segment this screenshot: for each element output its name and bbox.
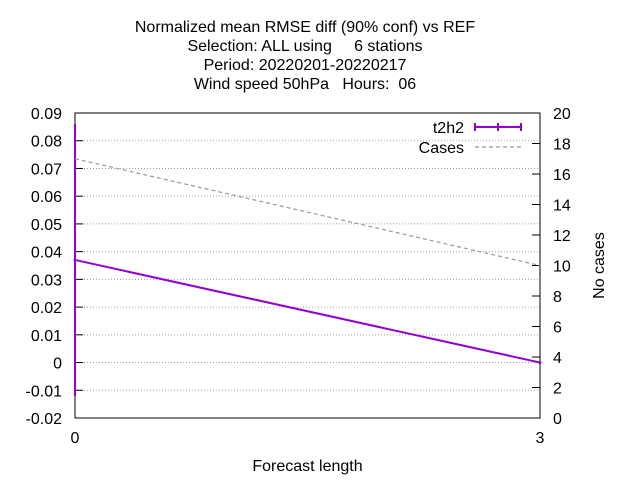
y-tick-label: 0.05 [31, 217, 62, 234]
y2-tick-label: 14 [553, 198, 571, 215]
y-tick-label: 0.07 [31, 161, 62, 178]
y-tick-label: 0.09 [31, 106, 62, 123]
y2-tick-label: 0 [553, 411, 562, 428]
y2-tick-label: 12 [553, 228, 571, 245]
y-tick-label: 0.03 [31, 272, 62, 289]
legend-label: t2h2 [433, 120, 464, 137]
legend-label: Cases [419, 140, 464, 157]
y2-tick-label: 6 [553, 320, 562, 337]
x-tick-label: 0 [71, 430, 80, 447]
series-line-t2h2 [74, 258, 541, 364]
x-axis-label: Forecast length [252, 458, 362, 475]
y2-tick-label: 2 [553, 381, 562, 398]
title-line: Selection: ALL using 6 stations [187, 38, 422, 55]
legend: t2h2 Cases [419, 120, 522, 157]
y2-tick-label: 16 [553, 167, 571, 184]
y2-tick-label: 20 [553, 106, 571, 123]
y-tick-label: 0 [53, 356, 62, 373]
y2-tick-label: 10 [553, 259, 571, 276]
title-line: Period: 20220201-20220217 [204, 57, 407, 74]
series-line-cases [74, 158, 541, 267]
y-tick-label: -0.02 [26, 411, 63, 428]
y-tick-label: 0.06 [31, 189, 62, 206]
title-line: Normalized mean RMSE diff (90% conf) vs … [135, 19, 475, 36]
series [73, 124, 542, 396]
grid [75, 140, 540, 391]
x-tick-label: 3 [536, 430, 545, 447]
y-tick-label: 0.02 [31, 300, 62, 317]
chart-title: Normalized mean RMSE diff (90% conf) vs … [135, 19, 475, 93]
y2-axis: 0 2 4 6 8 10 12 14 16 18 20 [532, 106, 571, 428]
y-axis: -0.02 -0.01 0 0.01 0.02 0.03 0.04 0.05 0.06 0.07 0… [26, 106, 83, 428]
title-line: Wind speed 50hPa Hours: 06 [194, 76, 416, 93]
y-tick-label: -0.01 [26, 383, 63, 400]
y2-tick-label: 18 [553, 137, 571, 154]
data-point [73, 258, 77, 262]
y-tick-label: 0.01 [31, 328, 62, 345]
plot-frame [74, 112, 541, 419]
y2-tick-label: 8 [553, 289, 562, 306]
y-tick-label: 0.08 [31, 134, 62, 151]
y-tick-label: 0.04 [31, 245, 62, 262]
y2-axis-label: No cases [591, 232, 608, 299]
data-point [538, 361, 542, 365]
y2-tick-label: 4 [553, 350, 562, 367]
